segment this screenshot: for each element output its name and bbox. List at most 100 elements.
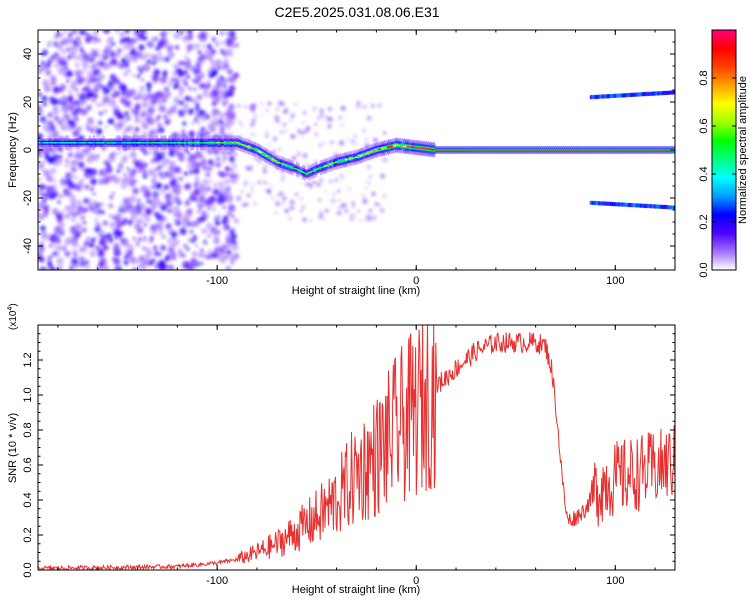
spectrogram-cell bbox=[357, 210, 361, 213]
spectrogram-cell bbox=[70, 166, 77, 173]
spectrogram-cell bbox=[49, 158, 54, 163]
spectrogram-cell bbox=[59, 98, 64, 103]
spectrogram-cell bbox=[85, 260, 90, 265]
spectrogram-cell bbox=[226, 249, 232, 256]
spectrogram-cell bbox=[47, 44, 51, 47]
spectrogram-cell bbox=[151, 128, 155, 132]
spectrogram-cell bbox=[175, 79, 180, 85]
spectrogram-cell bbox=[211, 68, 219, 76]
spectrogram-cell bbox=[153, 211, 159, 217]
spectrogram-cell bbox=[67, 124, 74, 131]
spectrogram-cell bbox=[213, 109, 221, 116]
spectrogram-cell bbox=[178, 86, 185, 93]
spectrogram-cell bbox=[164, 118, 171, 125]
spectrogram-cell bbox=[173, 82, 180, 89]
spectrogram-cell bbox=[75, 145, 80, 151]
spectrogram-cell bbox=[186, 74, 190, 78]
spectrogram-cell bbox=[232, 155, 235, 158]
spectrogram-cell bbox=[123, 62, 130, 68]
spectrogram-cell bbox=[75, 43, 80, 47]
spectrogram-cell bbox=[300, 197, 303, 200]
spectrogram-cell bbox=[259, 160, 263, 164]
spectrogram-cell bbox=[211, 37, 217, 42]
spectrogram-cell bbox=[86, 156, 94, 164]
spectrogram-cell bbox=[195, 244, 198, 248]
spectrogram-cell bbox=[108, 118, 115, 125]
spectrogram-cell bbox=[216, 157, 219, 161]
spectrogram-cell bbox=[115, 30, 119, 33]
spectrogram-cell bbox=[69, 46, 73, 50]
spectrogram-cell bbox=[63, 61, 68, 66]
spectrogram-cell bbox=[216, 195, 224, 204]
spectrogram-cell bbox=[99, 243, 103, 247]
spectrogram-cell bbox=[210, 112, 215, 117]
spectrogram-cell bbox=[137, 66, 141, 70]
spectrogram-cell bbox=[92, 125, 98, 130]
spectrogram-cell bbox=[364, 138, 368, 142]
colorbar-gradient bbox=[711, 29, 737, 271]
spectrogram-cell bbox=[198, 193, 205, 200]
spectrogram-cell bbox=[163, 38, 169, 45]
spectrogram-cell bbox=[89, 187, 94, 191]
spectrogram-cell bbox=[338, 205, 342, 210]
x-tick-label: -100 bbox=[206, 575, 228, 587]
spectrogram-cell bbox=[260, 102, 263, 105]
spectrogram-cell bbox=[131, 37, 137, 44]
spectrogram-cell bbox=[136, 198, 141, 203]
spectrogram-cell bbox=[159, 76, 168, 84]
spectrogram-cell bbox=[114, 236, 118, 240]
spectrogram-cell bbox=[54, 163, 59, 167]
spectrogram-cell bbox=[66, 47, 70, 52]
spectrogram-cell bbox=[193, 87, 197, 91]
spectrogram-cell bbox=[56, 257, 64, 265]
spectrogram-cell bbox=[77, 161, 85, 168]
spectrogram-cell bbox=[225, 150, 229, 155]
spectrogram-cell bbox=[200, 262, 204, 266]
spectrogram-cell bbox=[195, 180, 199, 184]
spectrogram-cell bbox=[183, 69, 188, 75]
spectrogram-cell bbox=[103, 109, 108, 113]
spectrogram-cell bbox=[68, 90, 72, 94]
spectrogram-cell bbox=[146, 59, 152, 65]
spectrogram-cell bbox=[165, 200, 172, 207]
spectrogram-cell bbox=[308, 182, 313, 187]
spectrogram-cell bbox=[242, 203, 246, 207]
spectrogram-cell bbox=[178, 92, 184, 98]
spectrogram-cell bbox=[76, 180, 85, 189]
snr-series-line bbox=[38, 325, 675, 570]
spectrogram-cell bbox=[159, 220, 164, 225]
spectrogram-cell bbox=[49, 96, 54, 101]
spectrogram-cell bbox=[273, 160, 277, 162]
spectrogram-cell bbox=[119, 31, 125, 38]
spectrogram-cell bbox=[80, 215, 86, 221]
spectrogram-cell bbox=[85, 208, 89, 212]
spectrogram-cell bbox=[246, 193, 251, 198]
spectrogram-cell bbox=[137, 227, 144, 234]
spectrogram-cell bbox=[204, 167, 208, 171]
spectrogram-cell bbox=[319, 112, 324, 117]
spectrogram-cell bbox=[153, 68, 161, 77]
spectrogram-cell bbox=[123, 259, 129, 266]
spectrogram-cell bbox=[128, 44, 134, 51]
spectrogram-cell bbox=[67, 96, 73, 103]
spectrogram-cell bbox=[71, 80, 77, 86]
spectrogram-cell bbox=[139, 159, 143, 163]
spectrogram-cell bbox=[356, 142, 359, 145]
spectrogram-cell bbox=[48, 147, 53, 152]
spectrogram-cell bbox=[173, 218, 179, 223]
snr-background bbox=[38, 325, 675, 570]
spectrogram-cell bbox=[316, 182, 321, 187]
spectrogram-y-ticks: -40 -20 0 20 40 bbox=[22, 29, 675, 271]
spectrogram-cell bbox=[76, 126, 83, 132]
spectrogram-cell bbox=[187, 86, 193, 92]
spectrogram-cell bbox=[105, 166, 113, 174]
spectrogram-cell bbox=[113, 109, 121, 117]
spectrogram-cell bbox=[174, 104, 179, 108]
spectrogram-cell bbox=[223, 58, 229, 63]
spectrogram-cell bbox=[68, 33, 72, 38]
spectrogram-cell bbox=[208, 121, 216, 129]
spectrogram-cell bbox=[62, 246, 67, 251]
spectrogram-cell bbox=[82, 62, 89, 70]
spectrogram-cell bbox=[181, 129, 186, 134]
spectrogram-cell bbox=[145, 208, 152, 215]
